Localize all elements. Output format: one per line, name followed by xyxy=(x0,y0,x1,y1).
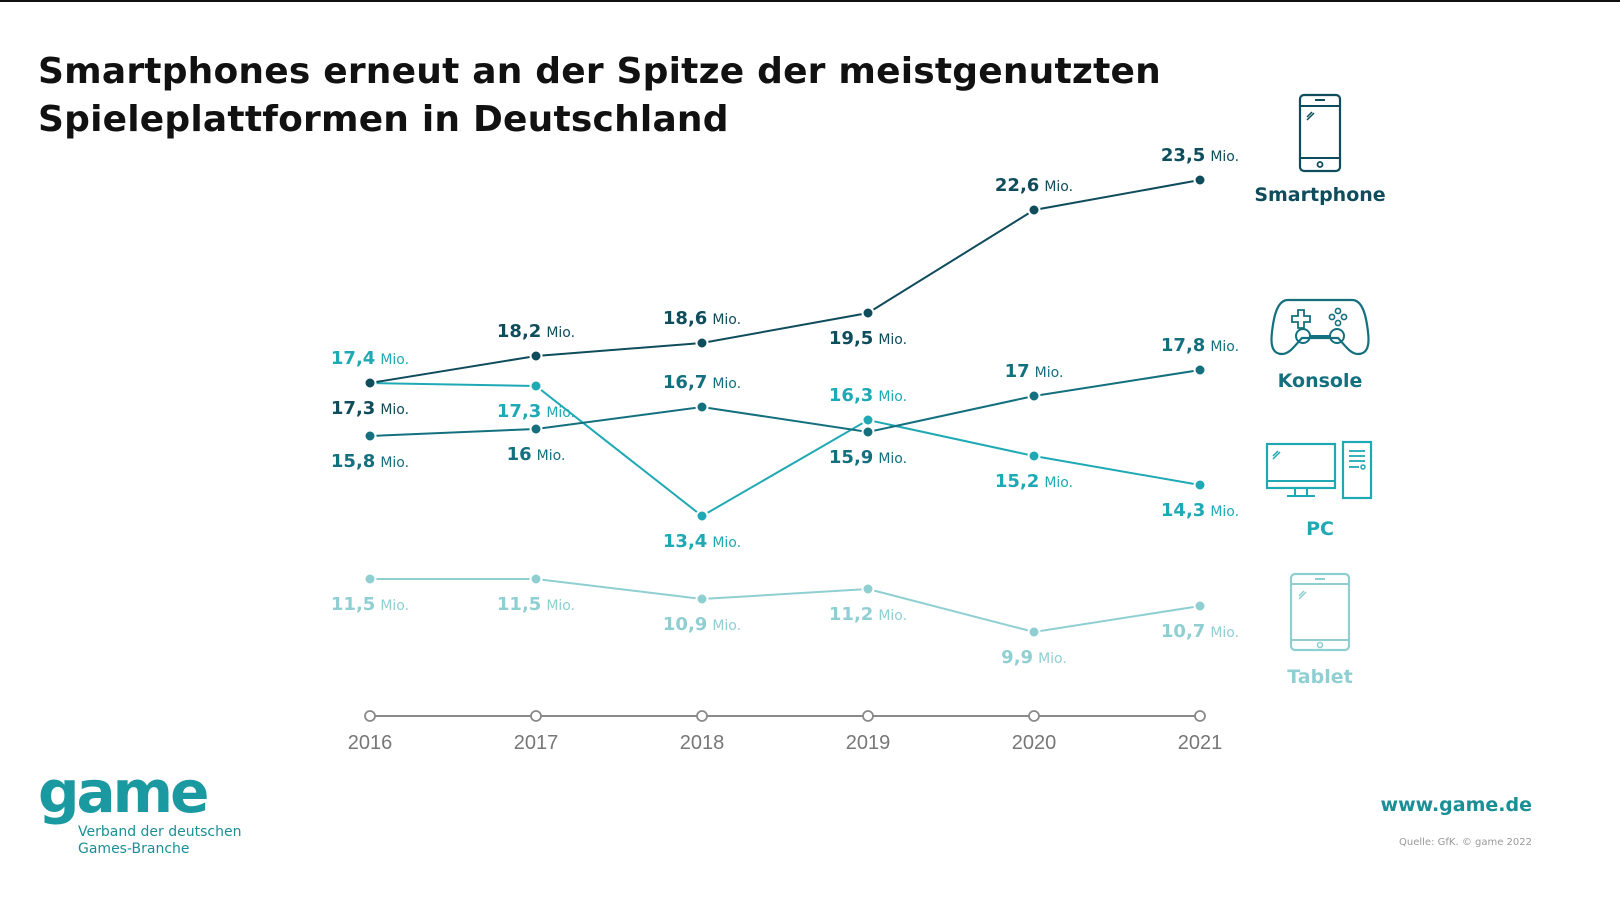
x-tick-label-2020: 2020 xyxy=(1012,732,1057,754)
data-label-konsole-2021: 17,8 Mio. xyxy=(1161,335,1239,356)
data-point-smartphone-2019 xyxy=(861,306,875,320)
logo-subtitle-2: Games-Branche xyxy=(78,841,190,857)
data-label-tablet-2016: 11,5 Mio. xyxy=(331,594,409,615)
data-label-konsole-2020: 17 Mio. xyxy=(1005,361,1064,382)
data-point-smartphone-2020 xyxy=(1027,203,1041,217)
series-line-pc xyxy=(369,382,1201,518)
data-label-smartphone-2020: 22,6 Mio. xyxy=(995,175,1073,196)
gamepad-icon xyxy=(1270,298,1370,356)
data-point-smartphone-2018 xyxy=(695,336,709,350)
series-line-konsole xyxy=(369,369,1201,437)
series-line-smartphone xyxy=(369,179,1201,384)
data-point-smartphone-2021 xyxy=(1193,173,1207,187)
series-line-tablet xyxy=(370,578,1201,634)
data-point-konsole-2019 xyxy=(861,425,875,439)
legend-item-tablet: Tablet xyxy=(1230,572,1410,688)
data-point-smartphone-2016 xyxy=(363,376,377,390)
legend-label-pc: PC xyxy=(1306,518,1334,540)
data-label-smartphone-2018: 18,6 Mio. xyxy=(663,308,741,329)
data-label-konsole-2019: 15,9 Mio. xyxy=(829,447,907,468)
data-label-pc-2020: 15,2 Mio. xyxy=(995,471,1073,492)
data-label-pc-2017: 17,3 Mio. xyxy=(497,401,575,422)
data-label-pc-2019: 16,3 Mio. xyxy=(829,385,907,406)
logo-subtitle-1: Verband der deutschen xyxy=(78,824,242,840)
data-point-tablet-2019 xyxy=(861,582,875,596)
legend-label-smartphone: Smartphone xyxy=(1254,184,1386,206)
game-logo: game Verband der deutschen Games-Branche xyxy=(38,760,241,858)
legend-item-smartphone: Smartphone xyxy=(1230,92,1410,206)
data-label-tablet-2019: 11,2 Mio. xyxy=(829,604,907,625)
title-line-1: Smartphones erneut an der Spitze der mei… xyxy=(38,51,1161,92)
x-tick-label-2018: 2018 xyxy=(680,732,725,754)
data-point-konsole-2016 xyxy=(363,429,377,443)
data-label-smartphone-2021: 23,5 Mio. xyxy=(1161,145,1239,166)
x-axis-tick-2021 xyxy=(1194,710,1206,722)
legend-label-tablet: Tablet xyxy=(1287,666,1353,688)
legend-item-pc: PC xyxy=(1230,440,1410,540)
data-label-pc-2021: 14,3 Mio. xyxy=(1161,500,1239,521)
smartphone-icon xyxy=(1298,93,1342,173)
data-point-pc-2020 xyxy=(1027,449,1041,463)
x-tick-label-2017: 2017 xyxy=(514,732,559,754)
data-point-pc-2017 xyxy=(529,379,543,393)
data-label-tablet-2017: 11,5 Mio. xyxy=(497,594,575,615)
data-point-tablet-2016 xyxy=(363,572,377,586)
data-label-smartphone-2016: 17,3 Mio. xyxy=(331,398,409,419)
data-label-tablet-2020: 9,9 Mio. xyxy=(1001,647,1067,668)
x-axis-tick-2019 xyxy=(862,710,874,722)
data-label-pc-2018: 13,4 Mio. xyxy=(663,531,741,552)
title-line-2: Spieleplattformen in Deutschland xyxy=(38,99,729,140)
data-label-smartphone-2019: 19,5 Mio. xyxy=(829,328,907,349)
data-point-pc-2019 xyxy=(861,413,875,427)
legend-item-konsole: Konsole xyxy=(1230,294,1410,392)
data-point-tablet-2018 xyxy=(695,592,709,606)
data-point-pc-2021 xyxy=(1193,478,1207,492)
tablet-icon xyxy=(1289,572,1351,652)
data-point-konsole-2020 xyxy=(1027,389,1041,403)
x-tick-label-2016: 2016 xyxy=(348,732,393,754)
data-point-tablet-2020 xyxy=(1027,625,1041,639)
data-point-smartphone-2017 xyxy=(529,349,543,363)
data-label-konsole-2017: 16 Mio. xyxy=(507,444,566,465)
data-label-tablet-2018: 10,9 Mio. xyxy=(663,614,741,635)
data-point-konsole-2017 xyxy=(529,422,543,436)
data-label-tablet-2021: 10,7 Mio. xyxy=(1161,621,1239,642)
data-label-pc-2016: 17,4 Mio. xyxy=(331,348,409,369)
top-border xyxy=(0,0,1620,2)
data-point-konsole-2021 xyxy=(1193,363,1207,377)
x-axis-tick-2016 xyxy=(364,710,376,722)
chart-title: Smartphones erneut an der Spitze der mei… xyxy=(38,48,1161,144)
x-axis-tick-2020 xyxy=(1028,710,1040,722)
data-label-smartphone-2017: 18,2 Mio. xyxy=(497,321,575,342)
data-point-konsole-2018 xyxy=(695,400,709,414)
data-label-konsole-2018: 16,7 Mio. xyxy=(663,372,741,393)
logo-wordmark: game xyxy=(38,758,209,826)
data-point-tablet-2017 xyxy=(529,572,543,586)
x-tick-label-2021: 2021 xyxy=(1178,732,1223,754)
x-tick-label-2019: 2019 xyxy=(846,732,891,754)
x-axis-tick-2017 xyxy=(530,710,542,722)
data-label-konsole-2016: 15,8 Mio. xyxy=(331,451,409,472)
x-axis-tick-2018 xyxy=(696,710,708,722)
source-note: Quelle: GfK. © game 2022 xyxy=(1399,837,1532,848)
data-point-tablet-2021 xyxy=(1193,599,1207,613)
website-link[interactable]: www.game.de xyxy=(1380,794,1532,816)
data-point-pc-2018 xyxy=(695,509,709,523)
legend-label-konsole: Konsole xyxy=(1277,370,1363,392)
desktop-pc-icon xyxy=(1265,440,1373,500)
